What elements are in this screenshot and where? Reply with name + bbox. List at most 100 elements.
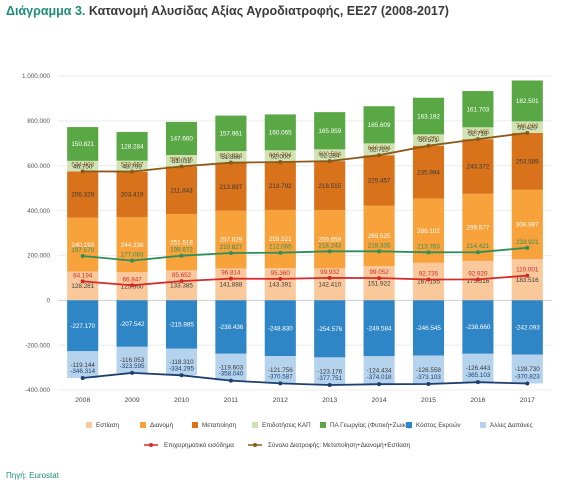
data-label: -119.603 bbox=[219, 364, 244, 371]
data-label: 163.192 bbox=[417, 113, 440, 120]
data-label: 251.518 bbox=[170, 239, 193, 246]
chart-title: Διάγραμμα 3. Κατανομή Αλυσίδας Αξίας Αγρ… bbox=[6, 4, 449, 18]
line-marker bbox=[228, 378, 233, 383]
data-label: 299.577 bbox=[467, 225, 490, 232]
data-label: 243.372 bbox=[467, 164, 490, 171]
data-label: -246.545 bbox=[416, 325, 441, 332]
bar-segment bbox=[363, 356, 395, 385]
bar-segment bbox=[67, 271, 99, 301]
bar-segment bbox=[363, 266, 395, 301]
bar-segment bbox=[264, 161, 296, 210]
data-label: 133.385 bbox=[170, 283, 193, 290]
y-tick-label: -400.000 bbox=[25, 387, 50, 394]
line-label: 574.803 bbox=[71, 161, 94, 168]
data-label: 206.329 bbox=[71, 192, 94, 199]
legend-swatch bbox=[86, 422, 92, 428]
x-tick-label: 2012 bbox=[273, 397, 288, 404]
legend-swatch bbox=[320, 422, 326, 428]
bar-segment bbox=[412, 145, 445, 199]
data-label: 244.338 bbox=[121, 242, 144, 249]
bar-segment bbox=[462, 127, 494, 140]
bar-segment bbox=[511, 132, 543, 190]
legend-line-marker bbox=[253, 443, 257, 447]
line-label: 620.584 bbox=[318, 151, 341, 158]
line-label: -377.751 bbox=[317, 375, 342, 382]
data-label: 253.589 bbox=[516, 159, 539, 166]
data-label: 50.571 bbox=[419, 137, 439, 144]
bar-segment bbox=[67, 127, 99, 161]
legend-label: Επιδοτήσεις ΚΑΠ bbox=[262, 422, 311, 429]
data-label: 182.501 bbox=[516, 98, 539, 105]
bar-segment bbox=[264, 268, 296, 301]
bar-segment bbox=[363, 205, 395, 267]
data-label: 51.012 bbox=[172, 158, 192, 165]
bar-segment bbox=[314, 112, 346, 150]
x-tick-label: 2017 bbox=[520, 397, 535, 404]
data-label: -118.310 bbox=[169, 359, 194, 366]
bar-segment bbox=[462, 300, 494, 354]
bar-segment bbox=[462, 353, 494, 383]
legend-label: Μεταποίηση bbox=[202, 421, 237, 429]
legend-swatch bbox=[252, 422, 258, 428]
bar-segment bbox=[116, 160, 148, 172]
line-marker bbox=[327, 383, 332, 388]
line-marker bbox=[228, 276, 233, 281]
bar-labels: 128.281 240.193 206.329 46.750 150.821 -227.1… bbox=[70, 98, 540, 375]
line-marker bbox=[80, 253, 85, 258]
y-tick-label: -200.000 bbox=[25, 342, 50, 349]
data-label: 160.065 bbox=[269, 130, 292, 137]
bar-segment bbox=[67, 217, 99, 272]
data-label: 235.994 bbox=[417, 169, 440, 176]
line-marker bbox=[80, 375, 85, 380]
bar-segment bbox=[165, 166, 198, 214]
line-marker bbox=[278, 250, 283, 255]
data-label: 225.457 bbox=[368, 178, 391, 185]
bars bbox=[67, 80, 543, 386]
legend-swatch bbox=[140, 422, 146, 428]
bar-segment bbox=[462, 91, 494, 128]
bar-segment bbox=[116, 171, 148, 218]
legend: Εστίαση Διανομή Μεταποίηση Επιδοτήσεις ΚΑΠ Π… bbox=[86, 421, 532, 449]
data-label: 308.987 bbox=[516, 222, 539, 229]
series-line bbox=[82, 246, 528, 262]
line-label: 99.932 bbox=[320, 269, 340, 276]
data-label: 286.102 bbox=[417, 228, 440, 235]
data-label: 167.155 bbox=[417, 279, 440, 286]
data-label: 213.897 bbox=[220, 184, 243, 191]
bar-segment bbox=[412, 355, 445, 384]
bar-segment bbox=[264, 300, 296, 357]
data-label: -248.830 bbox=[268, 325, 293, 332]
bar-segment bbox=[67, 171, 99, 218]
x-axis: 2008 2009 2010 2011 2012 2013 2014 2015 2016 2017 bbox=[75, 397, 535, 404]
line-marker bbox=[426, 277, 431, 282]
line-marker bbox=[327, 159, 332, 164]
line-marker bbox=[278, 276, 283, 281]
series-lines: 84.194 66.847 85.652 96.814 95.360 99.932 99.0… bbox=[70, 123, 540, 388]
line-label: 66.847 bbox=[122, 276, 142, 283]
data-label: 157.961 bbox=[220, 131, 243, 138]
bar-segment bbox=[116, 217, 148, 273]
bar-segment bbox=[116, 131, 148, 161]
bar-segment bbox=[165, 213, 198, 271]
bar-segment bbox=[215, 353, 247, 381]
y-tick-label: 600.000 bbox=[27, 163, 50, 170]
line-label: 85.652 bbox=[172, 272, 192, 279]
line-marker bbox=[377, 153, 382, 158]
data-label: 211.843 bbox=[170, 187, 193, 194]
legend-label: ΠΑ Γεωργίας (Φυτική+Ζωική) bbox=[330, 421, 412, 429]
bar-segment bbox=[412, 134, 445, 146]
bar-segment bbox=[412, 97, 445, 135]
bar-segment bbox=[363, 155, 395, 206]
legend-swatch bbox=[406, 422, 412, 428]
data-label: 48.799 bbox=[122, 163, 142, 170]
line-marker bbox=[130, 283, 135, 288]
line-label: 177.083 bbox=[121, 252, 144, 259]
line-label: 213.763 bbox=[417, 243, 440, 250]
source-label: Πηγή: bbox=[6, 471, 27, 480]
legend-label: Άλλες Δαπάνες bbox=[490, 421, 532, 429]
line-label: -374.018 bbox=[367, 374, 392, 381]
line-marker bbox=[525, 273, 530, 278]
line-marker bbox=[130, 169, 135, 174]
line-label: -323.595 bbox=[120, 363, 145, 370]
